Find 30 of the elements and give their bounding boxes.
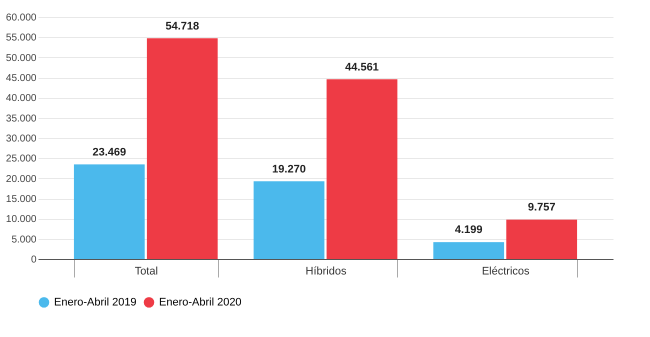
y-tick-label: 50.000 <box>6 52 37 64</box>
data-label: 44.561 <box>345 61 379 74</box>
bar <box>254 181 324 259</box>
legend-label: Enero-Abril 2020 <box>159 296 242 308</box>
y-tick-label: 60.000 <box>6 12 37 24</box>
legend-label: Enero-Abril 2019 <box>54 296 137 308</box>
data-label: 54.718 <box>165 20 200 32</box>
bar <box>146 38 218 259</box>
y-tick-label: 5.000 <box>11 234 37 246</box>
x-tick-label: Híbridos <box>306 266 347 278</box>
data-label: 4.199 <box>454 224 482 236</box>
data-label: 9.757 <box>528 202 556 214</box>
y-tick-label: 45.000 <box>6 73 37 84</box>
y-tick-label: 40.000 <box>6 93 37 104</box>
y-tick-label: 25.000 <box>6 154 37 165</box>
y-tick-label: 35.000 <box>6 113 37 124</box>
y-tick-label: 15.000 <box>6 194 37 205</box>
y-tick-label: 55.000 <box>6 32 37 44</box>
bar <box>506 220 578 259</box>
y-tick-label: 30.000 <box>6 134 37 144</box>
data-label: 19.270 <box>272 163 306 176</box>
x-tick-label: Total <box>134 266 158 278</box>
y-tick-label: 0 <box>30 254 37 266</box>
y-tick-label: 20.000 <box>6 174 37 185</box>
x-tick-label: Eléctricos <box>482 266 530 278</box>
bar <box>74 164 145 259</box>
bar <box>326 79 398 259</box>
y-tick-label: 10.000 <box>6 214 37 226</box>
data-label: 23.469 <box>92 146 126 158</box>
bar <box>433 242 504 259</box>
